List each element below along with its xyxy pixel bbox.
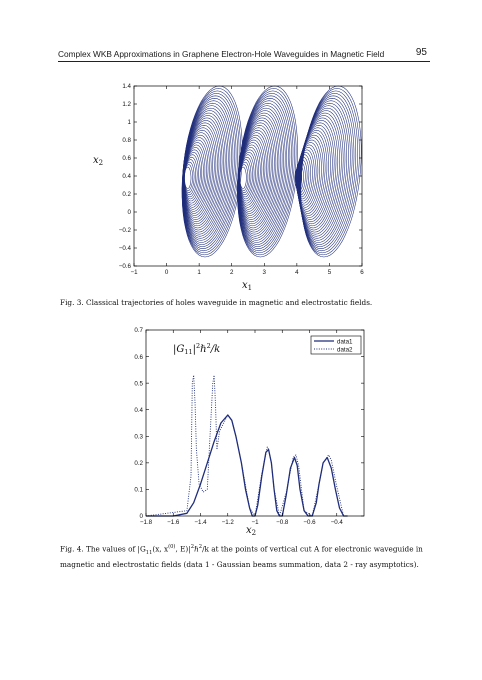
y-tick-label: −0.2 xyxy=(119,227,132,234)
x-tick-label: −1.4 xyxy=(194,519,207,526)
x-tick-label: −0.6 xyxy=(303,519,316,526)
inset-label: |G11|2ℏ2/k xyxy=(173,342,220,356)
y-tick-label: 0.8 xyxy=(122,137,131,144)
y-tick-label: 0.1 xyxy=(134,487,143,494)
figure-3-plot: −1 0 1 2 3 4 5 6 1.4 1.2 1 0.8 0.6 0.4 0.2 0 −0.2 −0.4 −0.… xyxy=(93,83,364,292)
y-tick-label: 0.3 xyxy=(134,433,143,440)
header-rule xyxy=(58,61,430,62)
y-tick-label: 0.2 xyxy=(122,191,131,198)
x-tick-label: −1.6 xyxy=(167,519,180,526)
y-tick-label: 1.2 xyxy=(122,101,131,108)
x-tick-label: 2 xyxy=(230,269,234,276)
series-data1 xyxy=(146,414,348,517)
y-tick-label: 0 xyxy=(140,513,144,520)
figure-4-caption: Fig. 4. The values of |G11(x, x(0), E)|2… xyxy=(60,544,423,569)
y-tick-label: 1 xyxy=(128,119,132,126)
y-tick-label: 0.2 xyxy=(134,460,143,467)
x-tick-label: 3 xyxy=(263,269,267,276)
figure-4-ticks: −1.8 −1.6 −1.4 −1.2 −1 −0.8 −0.6 −0.4 0 0.1 0.2 0.3… xyxy=(134,327,364,526)
x-tick-label: 0 xyxy=(165,269,169,276)
y-tick-label: 0.5 xyxy=(134,380,143,387)
figure-3: −1 0 1 2 3 4 5 6 1.4 1.2 1 0.8 0.6 0.4 0.2 0 −0.2 −0.4 −0.… xyxy=(0,0,482,300)
figure-4-axes-box xyxy=(145,329,365,517)
series-data2 xyxy=(145,374,348,517)
legend-label-data2: data2 xyxy=(337,347,353,354)
x-tick-label: −1 xyxy=(130,269,138,276)
x-tick-label: −1.8 xyxy=(140,519,153,526)
legend-box xyxy=(310,335,362,355)
figure-4-series xyxy=(145,374,348,517)
figure-4-xlabel: x2 xyxy=(246,525,256,537)
legend: data1 data2 xyxy=(310,335,362,355)
figure-3-ticks: −1 0 1 2 3 4 5 6 1.4 1.2 1 0.8 0.6 0.4 0.2 0 −0.2 −0.4 −0.… xyxy=(119,83,364,276)
page-number: 95 xyxy=(415,47,427,58)
legend-label-data1: data1 xyxy=(337,339,353,346)
x-tick-label: 1 xyxy=(197,269,201,276)
y-tick-label: 0.4 xyxy=(122,173,131,180)
trajectory-orbit xyxy=(181,85,243,258)
running-head: Complex WKB Approximations in Graphene E… xyxy=(58,47,430,61)
running-head-title: Complex WKB Approximations in Graphene E… xyxy=(58,49,385,59)
x-tick-label: −0.8 xyxy=(276,519,289,526)
y-tick-label: 0.7 xyxy=(134,327,143,334)
y-tick-label: −0.4 xyxy=(119,245,132,252)
y-tick-label: 0.4 xyxy=(134,407,143,414)
trajectory-curves xyxy=(181,85,362,258)
y-tick-label: 0.6 xyxy=(134,354,143,361)
y-tick-label: 0 xyxy=(128,209,132,216)
x-tick-label: −1.2 xyxy=(222,519,235,526)
figure-3-caption: Fig. 3. Classical trajectories of holes … xyxy=(60,298,373,307)
x-tick-label: 6 xyxy=(360,269,364,276)
x-tick-label: 4 xyxy=(295,269,299,276)
y-tick-label: −0.6 xyxy=(119,263,132,270)
y-tick-label: 0.6 xyxy=(122,155,131,162)
y-tick-label: 1.4 xyxy=(122,83,131,90)
x-tick-label: 5 xyxy=(328,269,332,276)
trajectory-orbit xyxy=(237,85,298,258)
figure-3-xlabel: x1 xyxy=(242,280,252,292)
trajectory-orbit xyxy=(300,85,362,258)
x-tick-label: −1 xyxy=(251,519,259,526)
x-tick-label: −0.4 xyxy=(331,519,344,526)
figure-3-ylabel: x2 xyxy=(93,155,103,167)
